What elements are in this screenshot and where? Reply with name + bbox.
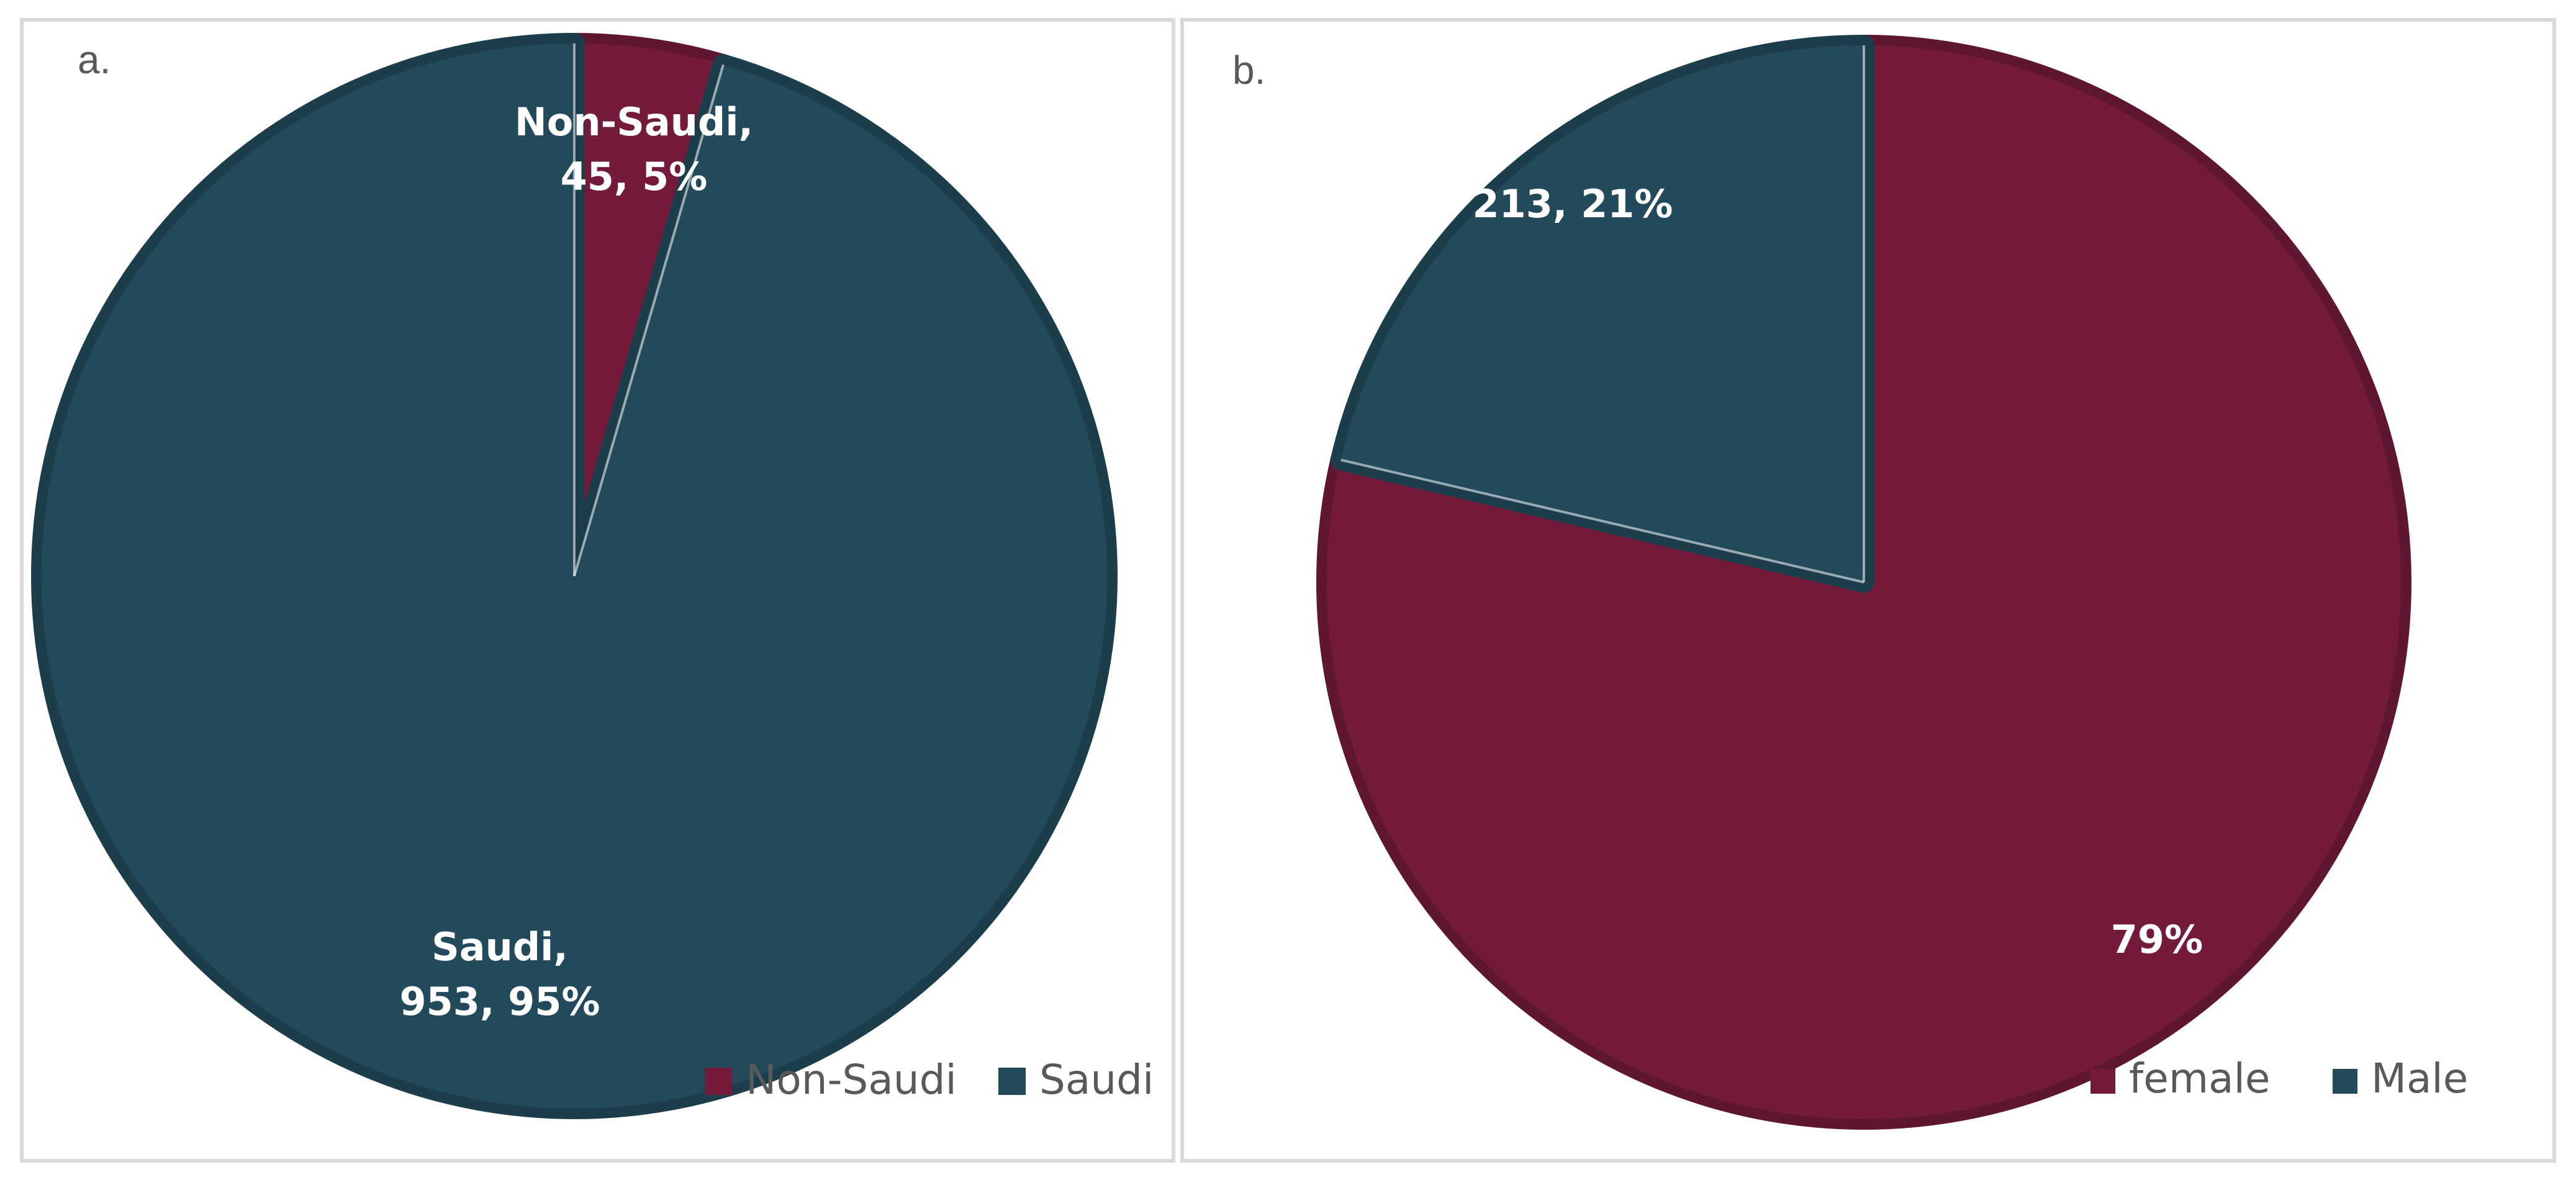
data-label-saudi: Saudi, 953, 95% <box>400 924 600 1024</box>
panel-a: a. Non-Saudi, 45, 5% Saudi, 953, 95% Non-Sa… <box>20 18 1175 1163</box>
legend-label-male: Male <box>2371 1055 2468 1102</box>
data-label-non-saudi: Non-Saudi, 45, 5% <box>515 99 753 199</box>
legend-swatch-non-saudi <box>705 1068 732 1095</box>
data-label-line: 213, 21% <box>1473 181 1673 227</box>
legend-swatch-male <box>2333 1069 2357 1094</box>
legend-label-non-saudi: Non-Saudi <box>746 1056 957 1104</box>
data-label-line: Non-Saudi, <box>515 99 753 145</box>
panel-a-letter: a. <box>78 37 111 82</box>
legend-swatch-saudi <box>998 1068 1026 1095</box>
panel-b-letter: b. <box>1232 48 1265 92</box>
legend-swatch-female <box>2090 1069 2115 1094</box>
legend-b: female Male <box>2090 1055 2468 1102</box>
data-label-line: Saudi, <box>432 924 568 970</box>
pie-a: Non-Saudi, 45, 5% Saudi, 953, 95% <box>31 33 1118 1119</box>
pie-b: 79% 213, 21% <box>1316 35 2411 1130</box>
legend-label-female: female <box>2129 1055 2271 1102</box>
slice-separator <box>573 64 725 577</box>
data-label-line: 45, 5% <box>561 154 708 199</box>
legend-a: Non-Saudi Saudi <box>705 1056 1154 1104</box>
panel-b: b. 79% 213, 21% female Male <box>1180 18 2556 1163</box>
slice-separator <box>1340 459 1864 583</box>
legend-label-saudi: Saudi <box>1039 1056 1154 1104</box>
pie-slice-male <box>1330 35 1874 593</box>
data-label-line: 79% <box>2111 917 2203 962</box>
pie-slice-female <box>1316 35 2411 1130</box>
data-label-male: 213, 21% <box>1473 181 1673 227</box>
data-label-female: 79% <box>2111 917 2203 962</box>
data-label-line: 953, 95% <box>400 979 600 1024</box>
